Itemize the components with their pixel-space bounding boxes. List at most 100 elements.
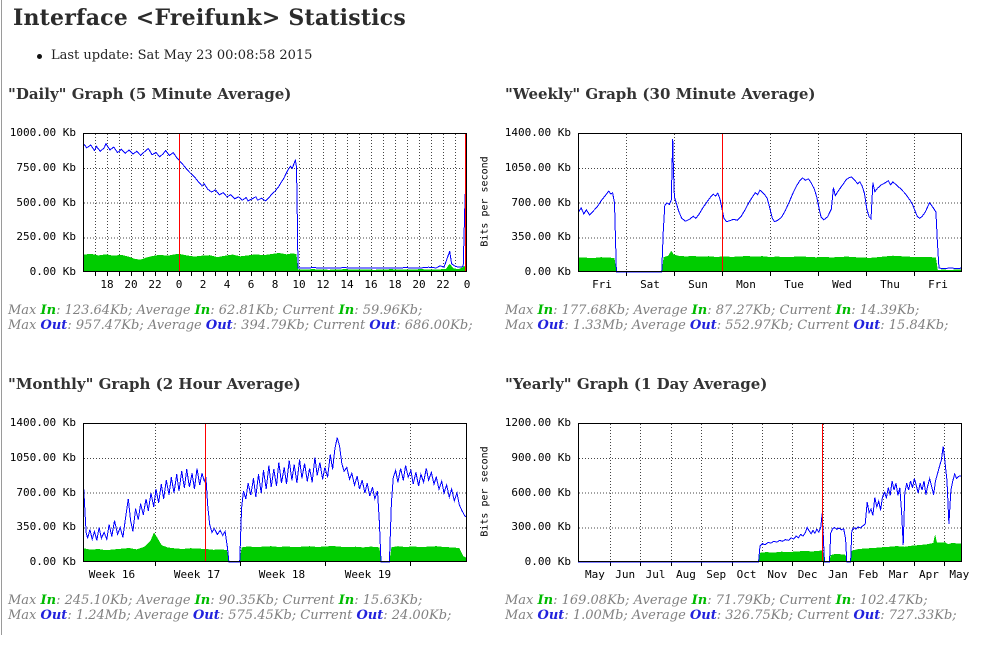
x-axis-label: 20 bbox=[124, 278, 138, 291]
x-axis-label: 14 bbox=[340, 278, 354, 291]
out-word: Out bbox=[205, 318, 233, 333]
x-axis-label: Sep bbox=[706, 568, 727, 581]
out-word: Out bbox=[853, 318, 881, 333]
y-axis-label: 300.00 Kb bbox=[511, 520, 571, 534]
y-axis-label: 1000.00 Kb bbox=[9, 126, 76, 139]
out-word: Out bbox=[40, 318, 68, 333]
y-axis-unit-label: Bits per second bbox=[479, 155, 491, 247]
out-word: Out bbox=[689, 318, 717, 333]
yearly-plot bbox=[578, 423, 962, 566]
y-axis-label: 1400.00 Kb bbox=[9, 416, 76, 429]
weekly-plot bbox=[578, 133, 962, 276]
x-axis-label: Week 16 bbox=[88, 568, 136, 581]
weekly-graph-image: 1400.00 Kb 1050.00 Kb 700.00 Kb 350.00 Kb 0.… bbox=[480, 85, 990, 297]
x-axis-label: Fri bbox=[928, 278, 948, 291]
x-axis-label: 10 bbox=[292, 278, 306, 291]
x-axis-label: Week 19 bbox=[344, 568, 392, 581]
y-axis-label: 1200.00 Kb bbox=[504, 416, 571, 429]
in-word: In bbox=[691, 593, 708, 608]
x-axis-label: Mon bbox=[736, 278, 756, 291]
x-axis-label: Jul bbox=[645, 568, 666, 581]
x-axis-label: 22 bbox=[436, 278, 450, 291]
x-axis-label: Sun bbox=[688, 278, 708, 291]
stats-line-in: Max In: 177.68Kb; Average In: 87.27Kb; C… bbox=[505, 303, 920, 318]
y-axis-label: 750.00 Kb bbox=[16, 160, 76, 174]
yearly-graph-section: "Yearly" Graph (1 Day Average) 1200.00 K… bbox=[480, 375, 990, 665]
x-axis-label: May bbox=[949, 568, 970, 581]
in-word: In bbox=[537, 593, 554, 608]
y-axis-label: 1050.00 Kb bbox=[504, 160, 571, 174]
y-axis-label: 1050.00 Kb bbox=[9, 450, 76, 464]
x-axis-label: Nov bbox=[767, 568, 788, 581]
out-word: Out bbox=[853, 608, 881, 623]
y-axis-label: 900.00 Kb bbox=[511, 450, 571, 464]
out-word: Out bbox=[192, 608, 220, 623]
page-left-border bbox=[1, 0, 2, 635]
y-axis-label: 350.00 Kb bbox=[511, 230, 571, 244]
y-axis-label: 700.00 Kb bbox=[16, 485, 76, 499]
weekly-graph-section: "Weekly" Graph (30 Minute Average) 1400.… bbox=[480, 85, 990, 375]
monthly-graph-stats: Max In: 245.10Kb; Average In: 90.35Kb; C… bbox=[8, 593, 451, 623]
y-axis-label: 0.00 Kb bbox=[524, 265, 571, 278]
x-axis-label: May bbox=[584, 568, 605, 581]
yearly-graph-stats: Max In: 169.08Kb; Average In: 71.79Kb; C… bbox=[505, 593, 957, 623]
y-axis-label: 250.00 Kb bbox=[16, 230, 76, 244]
out-word: Out bbox=[537, 318, 565, 333]
last-update-item: Last update: Sat May 23 00:08:58 2015 bbox=[36, 48, 313, 63]
in-word: In bbox=[194, 593, 211, 608]
page-title: Interface <Freifunk> Statistics bbox=[13, 5, 406, 31]
monthly-plot bbox=[83, 423, 467, 566]
y-axis-label: 0.00 Kb bbox=[524, 555, 571, 568]
in-word: In bbox=[40, 303, 57, 318]
x-axis-label: Thu bbox=[880, 278, 900, 291]
monthly-graph-title: "Monthly" Graph (2 Hour Average) bbox=[8, 375, 301, 393]
monthly-graph-section: "Monthly" Graph (2 Hour Average) 1400.00… bbox=[0, 375, 495, 665]
weekly-graph-stats: Max In: 177.68Kb; Average In: 87.27Kb; C… bbox=[505, 303, 948, 333]
stats-line-out: Max Out: 1.24Mb; Average Out: 575.45Kb; … bbox=[8, 608, 452, 623]
x-axis-label: 18 bbox=[100, 278, 114, 291]
y-axis-label: 600.00 Kb bbox=[511, 485, 571, 499]
x-axis-label: Feb bbox=[858, 568, 879, 581]
stats-line-in: Max In: 123.64Kb; Average In: 62.81Kb; C… bbox=[8, 303, 423, 318]
daily-graph-title: "Daily" Graph (5 Minute Average) bbox=[8, 85, 292, 103]
x-axis-label: 16 bbox=[364, 278, 378, 291]
x-axis-label: Jun bbox=[615, 568, 636, 581]
x-axis-label: 0 bbox=[463, 278, 471, 291]
daily-graph-section: "Daily" Graph (5 Minute Average) 1000.00… bbox=[0, 85, 495, 375]
daily-graph-image: 1000.00 Kb 750.00 Kb 500.00 Kb 250.00 Kb 0.0… bbox=[0, 85, 495, 297]
y-axis-label: 1400.00 Kb bbox=[504, 126, 571, 139]
weekly-graph-title: "Weekly" Graph (30 Minute Average) bbox=[505, 85, 816, 103]
x-axis-label: Apr bbox=[919, 568, 939, 581]
x-axis-label: Jan bbox=[828, 568, 848, 581]
x-axis-label: Dec bbox=[797, 568, 818, 581]
yearly-graph-image: 1200.00 Kb 900.00 Kb 600.00 Kb 300.00 Kb 0.0… bbox=[480, 375, 990, 587]
x-axis-label: Wed bbox=[832, 278, 852, 291]
last-update-label: Last update: bbox=[51, 48, 134, 63]
out-word: Out bbox=[40, 608, 68, 623]
x-axis-label: 0 bbox=[175, 278, 183, 291]
x-axis-label: Tue bbox=[784, 278, 804, 291]
in-word: In bbox=[537, 303, 554, 318]
x-axis-label: 2 bbox=[199, 278, 207, 291]
stats-line-in: Max In: 169.08Kb; Average In: 71.79Kb; C… bbox=[505, 593, 928, 608]
x-axis-label: 12 bbox=[316, 278, 330, 291]
in-word: In bbox=[835, 593, 852, 608]
yearly-graph-title: "Yearly" Graph (1 Day Average) bbox=[505, 375, 768, 393]
y-axis-label: 350.00 Kb bbox=[16, 520, 76, 534]
y-axis-label: 0.00 Kb bbox=[29, 555, 76, 568]
x-axis-label: 6 bbox=[247, 278, 255, 291]
out-word: Out bbox=[369, 318, 397, 333]
stats-line-out: Max Out: 1.00Mb; Average Out: 326.75Kb; … bbox=[505, 608, 957, 623]
stats-line-in: Max In: 245.10Kb; Average In: 90.35Kb; C… bbox=[8, 593, 423, 608]
daily-plot bbox=[83, 133, 467, 276]
y-axis-unit-label: Bits per second bbox=[479, 445, 491, 537]
out-word: Out bbox=[689, 608, 717, 623]
x-axis-label: Oct bbox=[736, 568, 757, 581]
stats-line-out: Max Out: 957.47Kb; Average Out: 394.79Kb… bbox=[8, 318, 473, 333]
x-axis-label: Week 18 bbox=[258, 568, 306, 581]
x-axis-label: 8 bbox=[271, 278, 279, 291]
in-word: In bbox=[194, 303, 211, 318]
daily-graph-stats: Max In: 123.64Kb; Average In: 62.81Kb; C… bbox=[8, 303, 473, 333]
in-word: In bbox=[40, 593, 57, 608]
last-update-value: Sat May 23 00:08:58 2015 bbox=[137, 48, 313, 63]
